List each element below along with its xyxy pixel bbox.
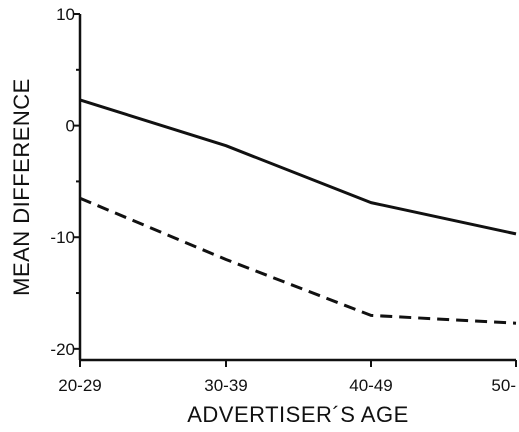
x-axis-title: ADVERTISER´S AGE [187, 402, 409, 427]
y-tick-label: -20 [50, 340, 75, 359]
x-tick-label: 50- [491, 376, 516, 395]
y-tick-label: 0 [66, 117, 75, 136]
y-axis-ticks: 10 0 -10 -20 [50, 5, 80, 359]
x-tick-label: 40-49 [349, 376, 392, 395]
solid-series-line [79, 98, 517, 236]
x-tick-label: 20-29 [58, 376, 101, 395]
dashed-series-line [79, 196, 517, 325]
y-tick-label: -10 [50, 228, 75, 247]
y-axis-title: MEAN DIFFERENCE [9, 78, 34, 296]
y-tick-label: 10 [56, 5, 75, 24]
plot-area: 10 0 -10 -20 20-29 30-39 40-49 50- [50, 5, 517, 395]
x-tick-label: 30-39 [204, 376, 247, 395]
series-layer [79, 98, 517, 325]
x-axis-ticks: 20-29 30-39 40-49 50- [58, 360, 517, 395]
